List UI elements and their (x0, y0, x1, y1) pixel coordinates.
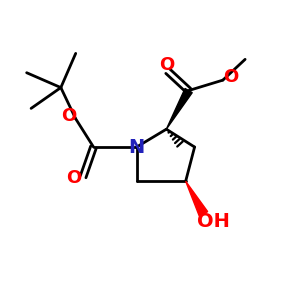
Text: O: O (66, 169, 81, 187)
Text: O: O (61, 107, 76, 125)
Polygon shape (186, 181, 208, 216)
Text: OH: OH (197, 212, 230, 231)
Polygon shape (166, 88, 192, 129)
Text: N: N (128, 137, 145, 157)
Text: O: O (159, 56, 174, 74)
Text: O: O (224, 68, 239, 86)
